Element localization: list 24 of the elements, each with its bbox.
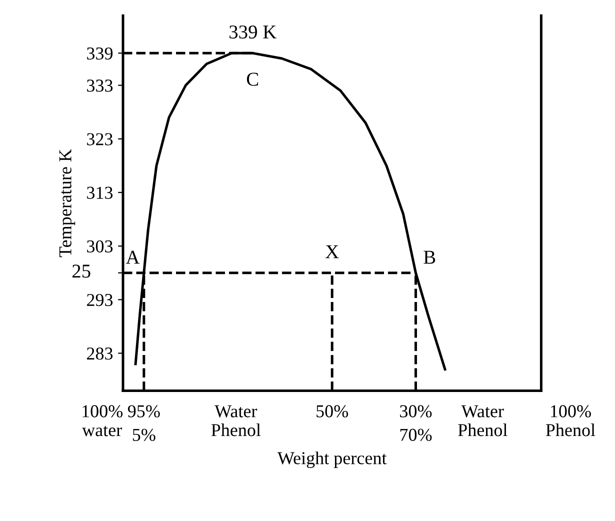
y-tick-label: 323 (87, 133, 113, 146)
annotation: C (246, 72, 258, 86)
annotation: X (326, 245, 339, 258)
x-tick-label: 50% (316, 405, 348, 418)
text: 5% (132, 428, 156, 442)
y-tick-label: 303 (87, 240, 113, 253)
annotation: B (424, 250, 436, 264)
y-tick-label: 283 (86, 347, 113, 360)
text: 70% (400, 428, 432, 442)
x-tick-label: 30% (400, 405, 432, 418)
text: 100% water (82, 405, 123, 436)
x-tick-label: 95% (128, 405, 160, 418)
text: 100% Phenol (546, 405, 596, 436)
text: Water Phenol (211, 405, 261, 436)
annotation: A (126, 250, 140, 264)
y-axis-title: Temperature K (59, 149, 76, 258)
annotation: 339 K (230, 25, 276, 39)
y-tick-label: 339 (87, 47, 113, 60)
annotation: 25 (72, 264, 90, 278)
y-tick-label: 313 (87, 186, 113, 199)
y-tick-label: 333 (87, 80, 113, 92)
x-axis-title: Weight percent (277, 452, 387, 468)
text: Water Phenol (458, 405, 508, 436)
y-tick-label: 293 (86, 294, 113, 306)
